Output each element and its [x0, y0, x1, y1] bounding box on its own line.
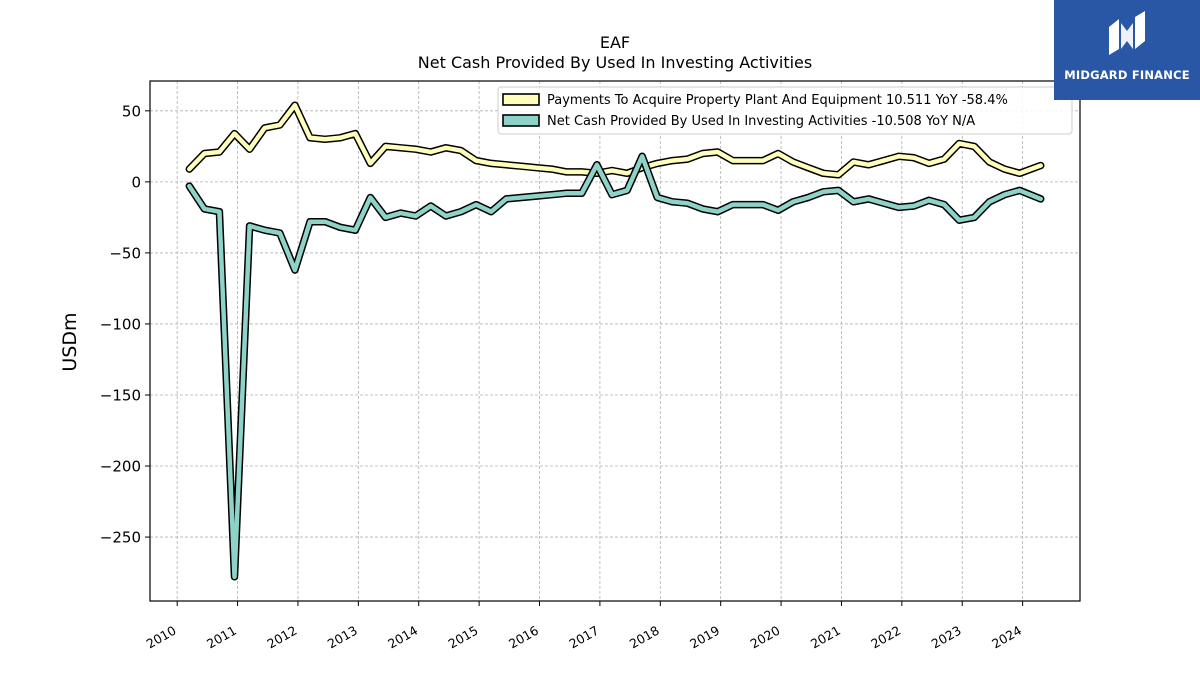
- brand-name: MIDGARD FINANCE: [1064, 68, 1190, 82]
- legend-frame: [497, 86, 1073, 135]
- x-tick-label: 2010: [144, 623, 179, 652]
- x-tick-label: 2018: [627, 623, 662, 652]
- series-1-line: [187, 102, 1043, 178]
- x-tick-label: 2023: [929, 623, 964, 652]
- legend-swatch-series-2: [502, 114, 540, 127]
- chart-title: EAF: [600, 33, 630, 52]
- x-tick-label: 2024: [989, 623, 1024, 652]
- midgard-m-icon: [1109, 11, 1145, 55]
- series-2-outline: [185, 152, 1045, 581]
- y-tick-label: 50: [122, 102, 141, 120]
- x-axis: 2010 2011 2012 2013 2014 2015 2016 2017 2018 2019…: [144, 601, 1024, 652]
- legend-swatch-series-1: [502, 93, 540, 106]
- brand-logo: MIDGARD FINANCE: [1054, 0, 1200, 100]
- y-axis-label: USDm: [59, 312, 81, 371]
- y-tick-label: −250: [100, 529, 141, 547]
- x-tick-label: 2015: [446, 623, 481, 652]
- series-2-line: [187, 154, 1043, 580]
- y-tick-label: −100: [100, 315, 141, 333]
- x-tick-label: 2011: [204, 623, 239, 652]
- series-lines: [185, 101, 1045, 581]
- x-tick-label: 2014: [385, 623, 420, 652]
- x-tick-label: 2021: [808, 623, 843, 652]
- x-tick-label: 2012: [264, 623, 299, 652]
- x-tick-label: 2020: [748, 623, 783, 652]
- plot-frame: [149, 80, 1081, 602]
- y-axis: 50 0 −50 −100 −150 −200 −250: [100, 102, 150, 547]
- y-tick-label: −50: [109, 244, 141, 262]
- y-tick-label: −200: [100, 458, 141, 476]
- grid: [150, 81, 1080, 601]
- x-tick-label: 2016: [506, 623, 541, 652]
- legend: Payments To Acquire Property Plant And E…: [497, 86, 1073, 135]
- y-tick-label: −150: [100, 386, 141, 404]
- legend-label-series-2: Net Cash Provided By Used In Investing A…: [547, 114, 975, 129]
- x-tick-label: 2019: [687, 623, 722, 652]
- chart-subtitle: Net Cash Provided By Used In Investing A…: [418, 53, 812, 72]
- y-tick-label: 0: [131, 173, 141, 191]
- x-tick-label: 2013: [325, 623, 360, 652]
- x-tick-label: 2017: [566, 623, 601, 652]
- legend-label-series-1: Payments To Acquire Property Plant And E…: [547, 93, 1008, 108]
- x-tick-label: 2022: [868, 623, 903, 652]
